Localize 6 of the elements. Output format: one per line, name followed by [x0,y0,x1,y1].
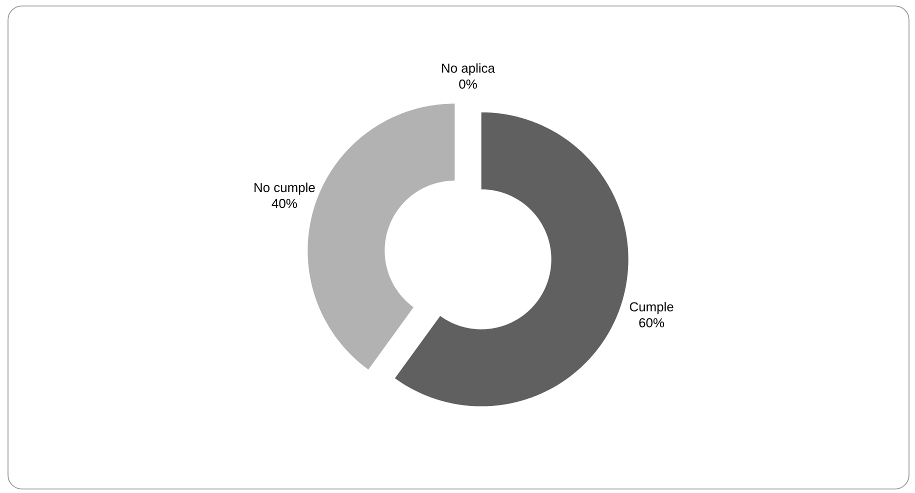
data-label: 40% [272,198,297,208]
slice-label: Cumple [630,302,674,314]
category-label: No aplica [442,63,495,76]
text: 0% [459,80,477,89]
slice-label: No cumple [254,182,315,195]
data-label: 60% [639,318,664,328]
